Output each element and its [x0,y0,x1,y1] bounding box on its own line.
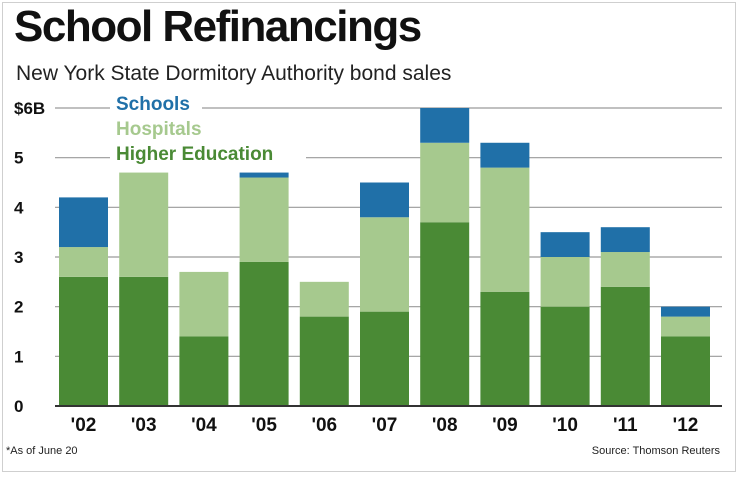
bar-segment-higher-education [119,276,169,406]
bar-segment-schools [239,172,289,178]
y-tick-label: 5 [14,149,23,168]
x-tick-label: '06 [311,415,337,436]
bar-segment-hospitals [360,217,409,312]
bar-segment-higher-education [600,286,650,406]
legend-entry-hospitals: Hospitals [116,119,202,140]
legend-entry-schools: Schools [116,94,190,115]
bar-segment-hospitals [420,142,470,223]
x-tick-label: '03 [131,415,157,436]
bar-segment-schools [360,182,409,218]
bar-segment-higher-education [661,336,710,406]
bar-segment-hospitals [480,167,530,292]
legend-entry-higher-education: Higher Education [116,144,273,165]
bars [59,108,710,406]
y-tick-label: $6B [14,99,45,118]
bar-segment-schools [420,108,470,143]
bar-segment-higher-education [480,291,530,406]
legend-background [110,141,306,165]
bar-segment-hospitals [299,281,349,317]
x-tick-label: '12 [673,415,699,436]
legend-background [110,91,202,115]
bar-segment-higher-education [360,311,409,406]
axes: 0 1 2 3 4 5 $6B '02 '03 '04 '05 '06 '07 '08 '09 '10 '11 '… [14,99,722,436]
bar-segment-higher-education [239,261,289,406]
bar-segment-schools [661,306,710,317]
legend-background [110,116,222,140]
bar-segment-hospitals [119,172,169,277]
chart-title: School Refinancings [14,2,422,51]
footnote: *As of June 20 [6,445,78,457]
y-tick-label: 4 [14,198,24,217]
bar-segment-hospitals [239,177,289,262]
x-tick-label: '11 [613,415,638,436]
bar-segment-hospitals [661,316,710,337]
x-tick-label: '07 [372,415,398,436]
y-tick-label: 2 [14,298,23,317]
y-tick-label: 0 [14,397,23,416]
x-tick-label: '08 [432,415,458,436]
bar-segment-hospitals [59,247,108,277]
bar-segment-hospitals [600,252,650,287]
x-tick-label: '04 [191,415,217,436]
bar-segment-hospitals [179,271,229,337]
x-tick-label: '09 [492,415,518,436]
legend: Schools Hospitals Higher Education [110,91,306,165]
bar-segment-schools [540,232,590,257]
bar-segment-higher-education [540,306,590,406]
bar-segment-schools [480,142,530,168]
bar-segment-higher-education [420,222,470,406]
bar-segment-higher-education [299,316,349,406]
x-tick-label: '02 [71,415,97,436]
x-tick-label: '05 [251,415,277,436]
source-credit: Source: Thomson Reuters [591,445,720,457]
bar-segment-schools [600,227,650,253]
bar-segment-hospitals [540,257,590,307]
bar-segment-schools [59,197,108,248]
bar-segment-higher-education [179,336,229,406]
y-tick-label: 3 [14,248,23,267]
x-tick-label: '10 [552,415,578,436]
bar-segment-higher-education [59,276,108,406]
chart-subtitle: New York State Dormitory Authority bond … [16,62,452,85]
y-tick-label: 1 [14,347,23,366]
